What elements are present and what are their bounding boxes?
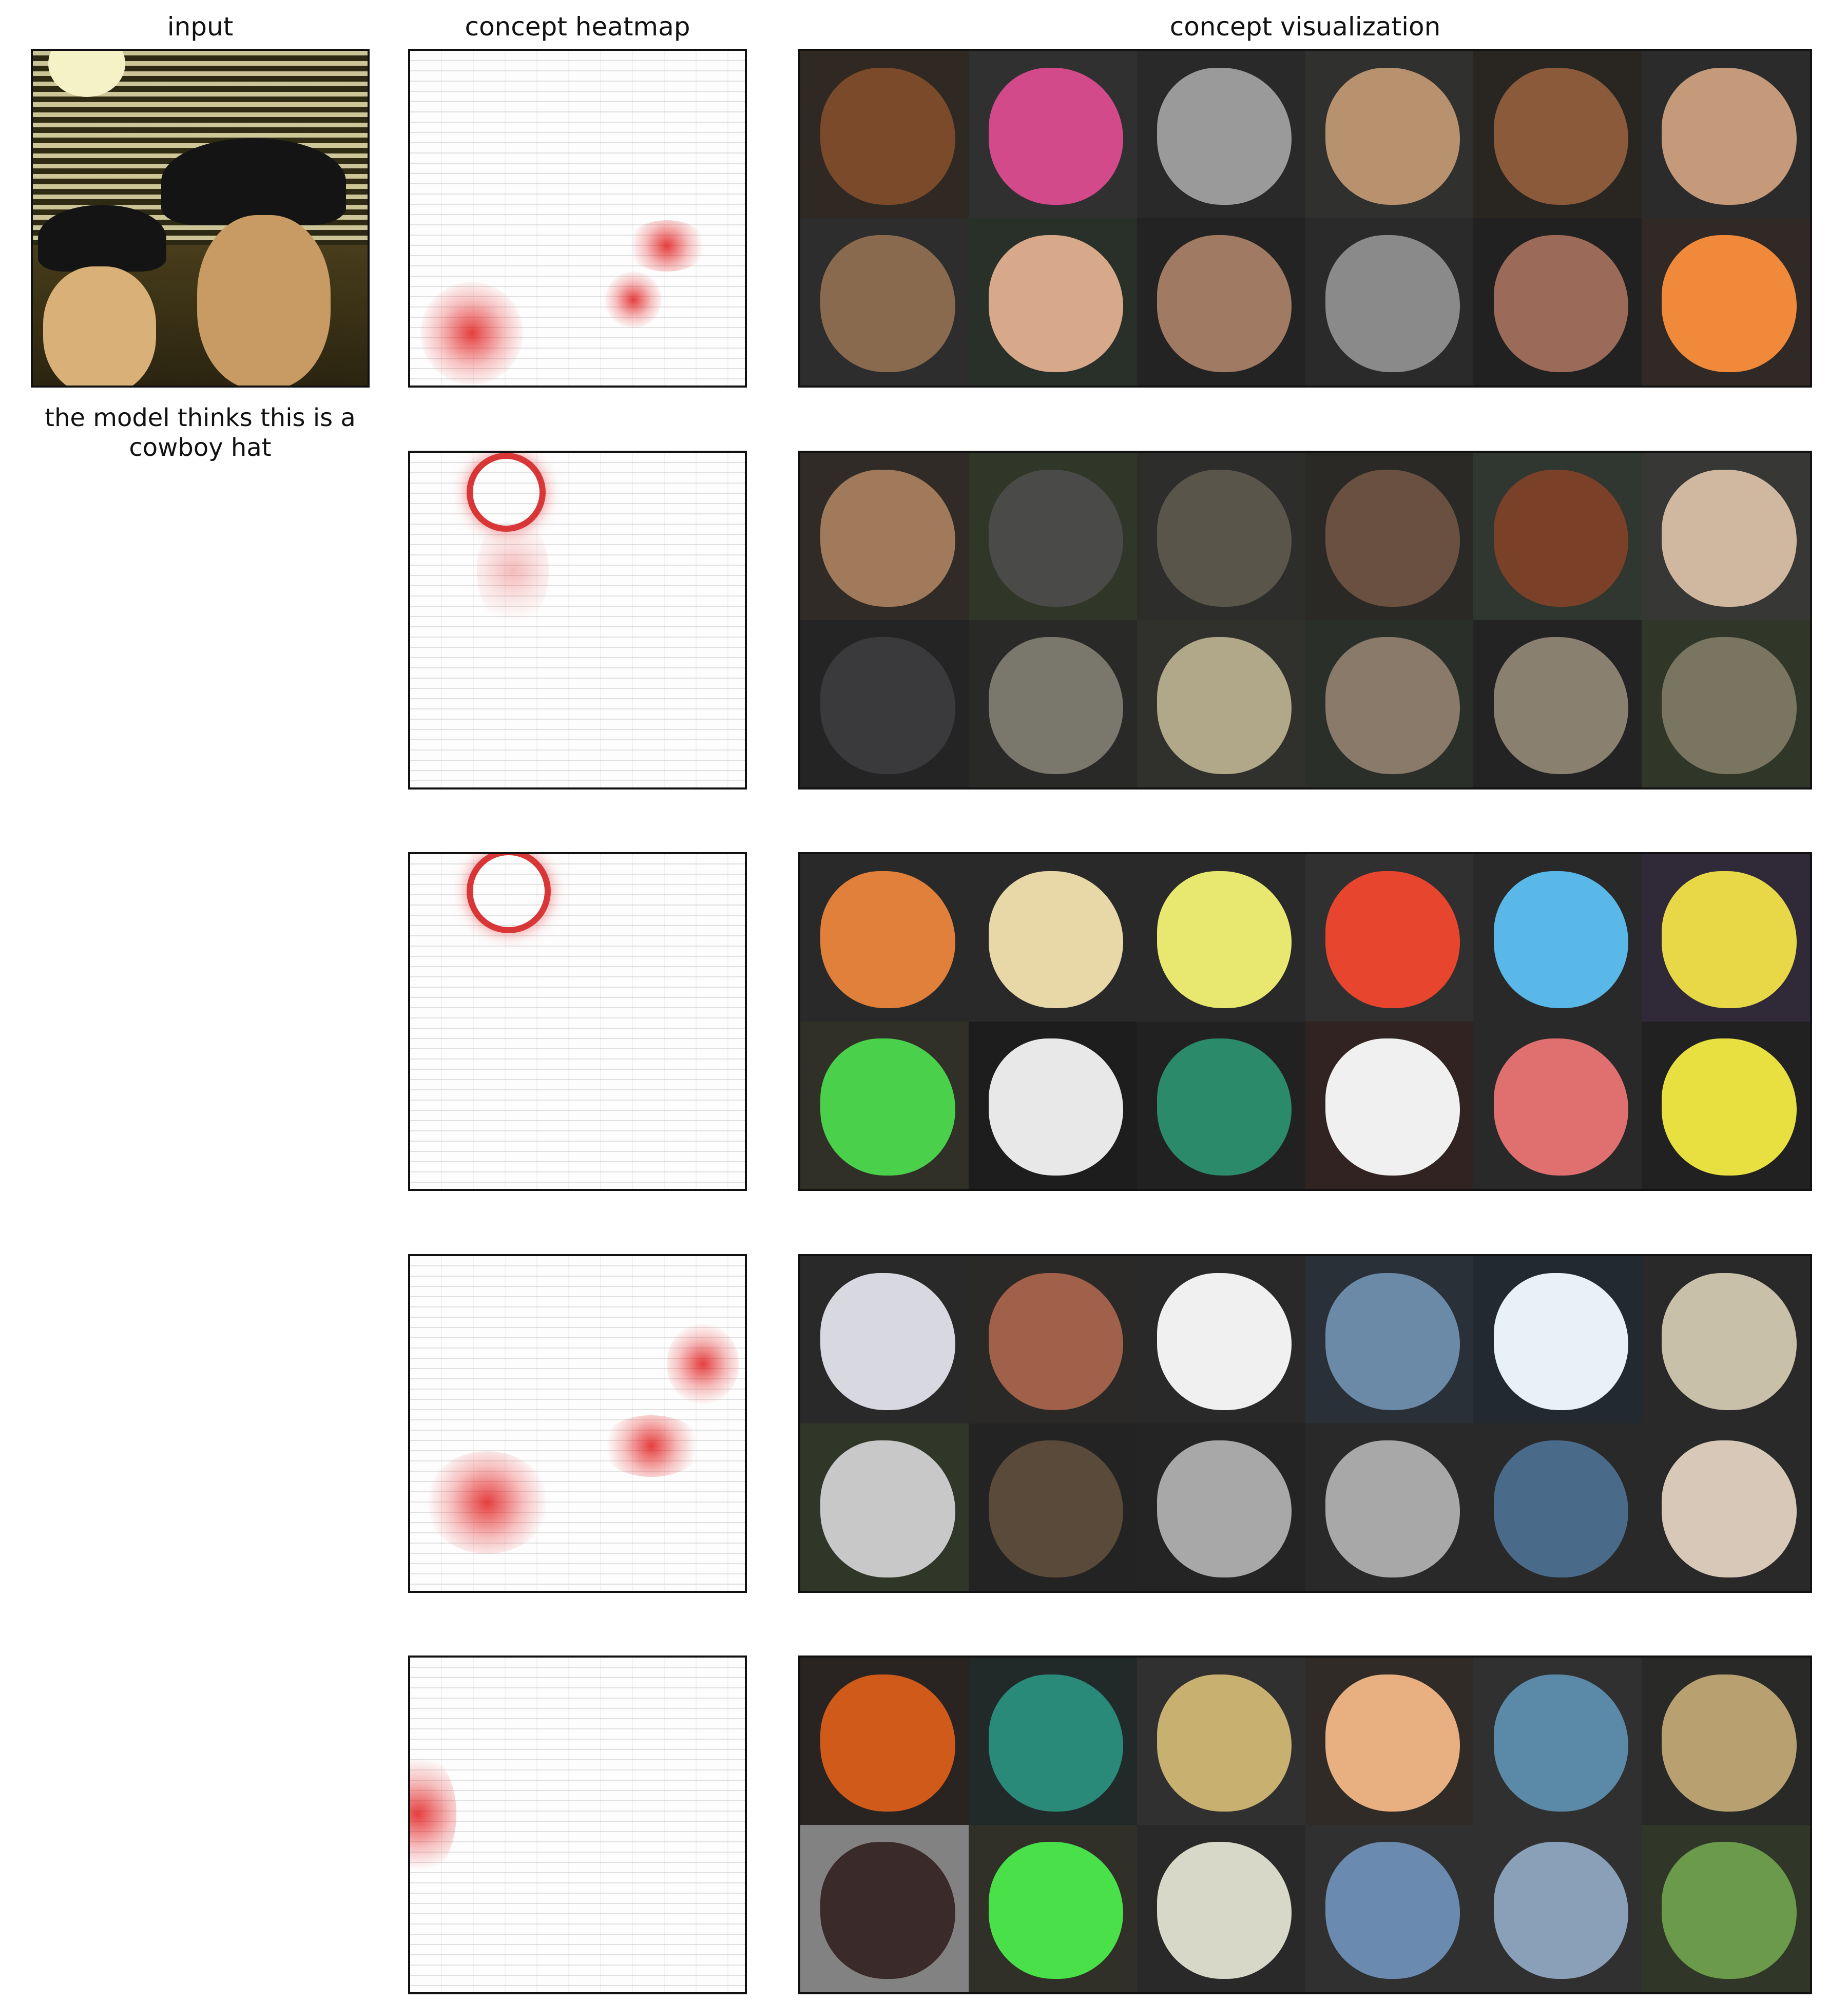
concept-tile-leather [968, 1256, 1137, 1423]
concept-tile-buffalo-head [1137, 453, 1305, 620]
concept-tile-yellow-pick-2 [1642, 1022, 1810, 1189]
concept-tile-boat-hull [1473, 1256, 1642, 1423]
concept-tile-worn-shoe [1642, 1256, 1810, 1423]
input-header: input [167, 12, 234, 42]
concept-tile-bw-face [1305, 218, 1474, 386]
concept-tile-straw-hat [800, 453, 969, 620]
concept-tile-sculpture [800, 1423, 969, 1591]
concept-tile-pink-hat [968, 51, 1137, 218]
concept-tile-steel-bridge [1473, 1658, 1642, 1825]
concept-grid-4 [798, 1254, 1812, 1593]
concept-tile-balls [1137, 1022, 1305, 1189]
visualization-header: concept visualization [1169, 12, 1441, 42]
concept-tile-elephant-skin [1137, 620, 1305, 787]
concept-tile-orange-hair [1642, 218, 1810, 386]
concept-tile-mouth [1473, 51, 1642, 218]
concept-tile-blue-pick [1473, 854, 1642, 1022]
concept-tile-ram-horn [1473, 620, 1642, 787]
concept-tile-horn [1305, 453, 1474, 620]
concept-tile-yellow-pick [1137, 854, 1305, 1022]
concept-grid-2 [798, 451, 1812, 790]
concept-tile-gold-disc [1642, 1658, 1810, 1825]
concept-tile-totem [1642, 1423, 1810, 1591]
concept-tile-boy [1137, 218, 1305, 386]
concept-tile-picks [800, 854, 969, 1022]
concept-tile-peach-pick [1305, 1658, 1474, 1825]
concept-tile-man-face [1305, 51, 1474, 218]
concept-tile-elephant-dark [800, 620, 969, 787]
concept-tile-dunlop-yellow [1642, 854, 1810, 1022]
heatmap-header: concept heatmap [465, 12, 690, 42]
concept-tile-profile [1473, 218, 1642, 386]
concept-tile-nb-shoe [1137, 1256, 1305, 1423]
concept-tile-arch-bridge [1137, 1658, 1305, 1825]
heatmap-row-2 [408, 451, 747, 790]
concept-tile-bull [1473, 453, 1642, 620]
concept-tile-sneaker [800, 1256, 969, 1423]
concept-tile-coins [968, 854, 1137, 1022]
concept-tile-ship [1305, 1256, 1474, 1423]
concept-tile-bw-shoe [1137, 1423, 1305, 1591]
concept-tile-green-pick [800, 1022, 969, 1189]
concept-tile-bridge-city [1473, 1825, 1642, 1992]
concept-tile-smiling-woman [968, 218, 1137, 386]
concept-tile-circuit [968, 1658, 1137, 1825]
concept-grid-3 [798, 852, 1812, 1191]
concept-tile-woman-apple [1642, 51, 1810, 218]
concept-tile-elephant-eye [968, 620, 1137, 787]
concept-tile-buttons [968, 1022, 1137, 1189]
concept-tile-face-gray [1137, 51, 1305, 218]
concept-tile-tortoise-pick [800, 1658, 969, 1825]
concept-tile-cowboy-hat [1642, 453, 1810, 620]
concept-tile-wreck [1473, 1423, 1642, 1591]
prediction-caption: the model thinks this is a cowboy hat [45, 403, 356, 462]
heatmap-row-4 [408, 1254, 747, 1593]
concept-tile-pearl-pick [1137, 1825, 1305, 1992]
concept-tile-green-dunlop [968, 1825, 1137, 1992]
concept-tile-erasers [1473, 1022, 1642, 1189]
concept-tile-mosaic-pick [800, 1825, 969, 1992]
concept-tile-elephant-trunk [1642, 620, 1810, 787]
concept-grid-5 [798, 1656, 1812, 1994]
concept-tile-buffalo [968, 453, 1137, 620]
concept-tile-fish [1305, 1423, 1474, 1591]
concept-tile-jones-pick [1305, 1022, 1474, 1189]
input-image [31, 49, 370, 388]
heatmap-row-3 [408, 852, 747, 1191]
heatmap-row-1 [408, 49, 747, 388]
concept-tile-bridge-hills [1642, 1825, 1810, 1992]
concept-tile-hair [800, 51, 969, 218]
concept-tile-cap-man [800, 218, 969, 386]
concept-tile-elephant-tusk [1305, 620, 1474, 787]
concept-tile-red-pick [1305, 854, 1474, 1022]
concept-tile-bridge-river [1305, 1825, 1474, 1992]
concept-tile-ruin [968, 1423, 1137, 1591]
heatmap-row-5 [408, 1656, 747, 1994]
concept-grid-1 [798, 49, 1812, 388]
